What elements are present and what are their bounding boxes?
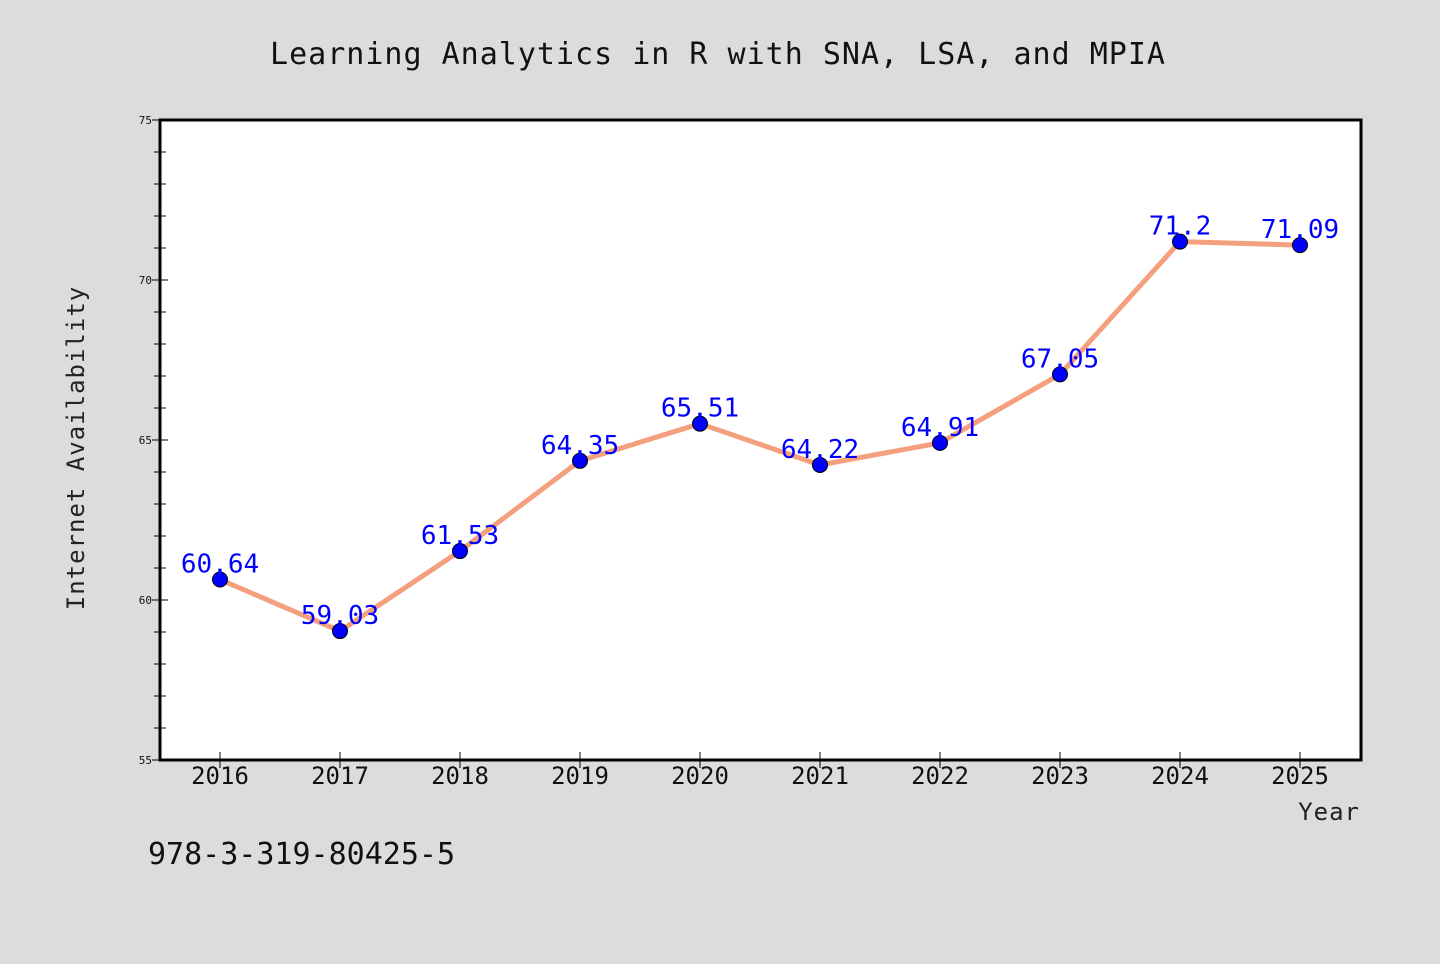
data-label: 64.91	[901, 413, 979, 443]
data-label: 64.22	[781, 435, 859, 465]
x-tick-label: 2019	[551, 762, 609, 790]
y-tick-label: 60	[139, 594, 152, 607]
data-points	[212, 233, 1308, 640]
x-tick-label: 2018	[431, 762, 489, 790]
data-label: 60.64	[181, 550, 259, 580]
data-point	[332, 623, 348, 640]
plot-frame	[158, 118, 1363, 762]
x-tick-label: 2016	[191, 762, 249, 790]
data-point	[692, 415, 708, 432]
plot-area	[160, 120, 1361, 760]
y-axis-label: Internet Availability	[62, 286, 90, 610]
data-label: 59.03	[301, 601, 379, 631]
x-tick-label: 2021	[791, 762, 849, 790]
data-labels: 60.64 59.03 61.53 64.35 65.51 64.22 64.91 67.05…	[181, 212, 1339, 631]
isbn-note: 978-3-319-80425-5	[148, 837, 455, 872]
data-point	[212, 571, 228, 588]
y-tick-label: 65	[139, 434, 152, 447]
x-tick-label: 2024	[1151, 762, 1209, 790]
data-point	[932, 434, 948, 451]
y-tick-label: 55	[139, 754, 152, 767]
x-tick-label: 2020	[671, 762, 729, 790]
data-label: 71.09	[1261, 215, 1339, 245]
data-point	[452, 543, 468, 560]
data-label: 65.51	[661, 394, 739, 424]
x-tick-label: 2022	[911, 762, 969, 790]
data-point	[812, 456, 828, 473]
data-point	[1172, 233, 1188, 250]
data-point	[572, 452, 588, 469]
chart-title: Learning Analytics in R with SNA, LSA, a…	[270, 37, 1166, 72]
y-tick-label: 75	[139, 114, 152, 127]
x-tick-label: 2017	[311, 762, 369, 790]
series-line	[217, 239, 1303, 634]
x-tick-label: 2023	[1031, 762, 1089, 790]
data-label: 67.05	[1021, 344, 1099, 374]
x-tick-label: 2025	[1271, 762, 1329, 790]
data-point	[1292, 237, 1308, 254]
x-axis-label: Year	[1298, 798, 1360, 826]
data-label: 64.35	[541, 431, 619, 461]
data-label: 71.2	[1149, 212, 1212, 242]
y-tick-label: 70	[139, 274, 152, 287]
data-label: 61.53	[421, 521, 499, 551]
data-point	[1052, 366, 1068, 383]
x-axis: 2016 2017 2018 2019 2020 2021 2022 2023 2024 2025	[191, 752, 1329, 790]
